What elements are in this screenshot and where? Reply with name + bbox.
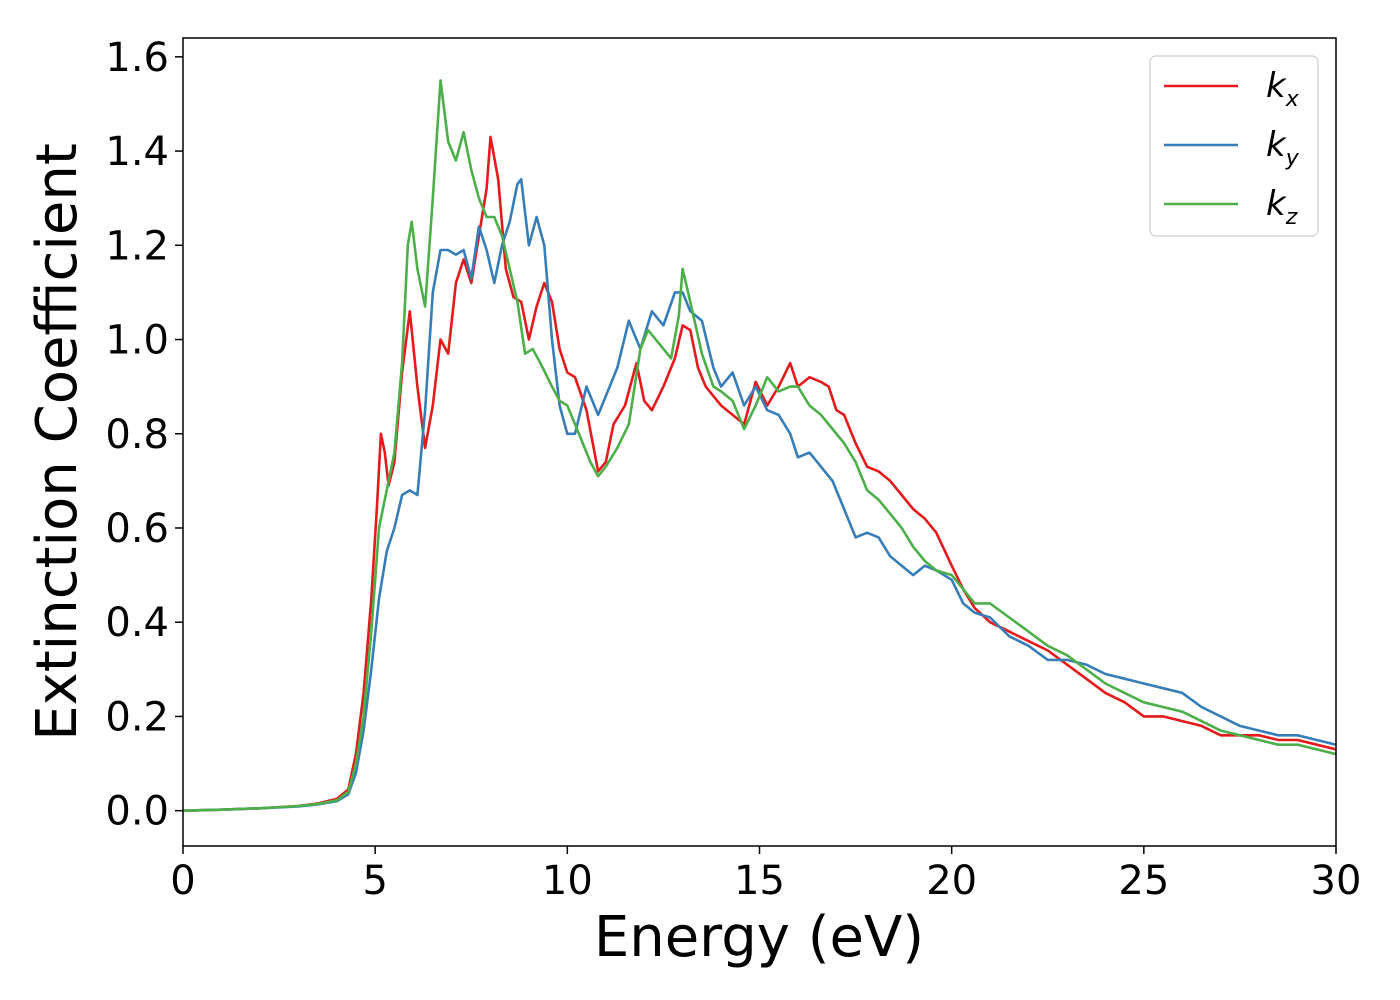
y-tick-label: 0.6 — [105, 506, 169, 552]
series-layer — [182, 79, 1337, 812]
y-tick-label: 0.8 — [105, 412, 169, 458]
x-tick-label: 30 — [1311, 858, 1362, 904]
y-tick-label: 1.0 — [105, 318, 169, 364]
x-axis-title: Energy (eV) — [594, 905, 924, 970]
legend-label-z: kz — [1266, 184, 1298, 230]
x-tick-label: 0 — [170, 858, 195, 904]
y-axis-ticks: 0.0 0.2 0.4 0.6 0.8 1.0 1.2 1.4 1.6 — [105, 35, 183, 835]
series-line-z — [182, 79, 1337, 812]
x-tick-label: 5 — [362, 858, 387, 904]
legend-label-y: ky — [1266, 125, 1300, 171]
legend: kx ky kz — [1149, 55, 1319, 237]
x-axis-ticks: 0 5 10 15 20 25 30 — [170, 846, 1361, 904]
y-axis-title: Extinction Coefficient — [25, 143, 90, 741]
x-tick-label: 10 — [542, 858, 593, 904]
series-line-y — [182, 178, 1337, 812]
y-tick-label: 0.2 — [105, 694, 169, 740]
x-tick-label: 15 — [734, 858, 785, 904]
y-tick-label: 0.0 — [105, 789, 169, 835]
x-tick-label: 20 — [926, 858, 977, 904]
y-tick-label: 1.2 — [105, 223, 169, 269]
series-line-x — [182, 135, 1337, 812]
y-tick-label: 0.4 — [105, 600, 169, 646]
x-tick-label: 25 — [1118, 858, 1169, 904]
y-tick-label: 1.4 — [105, 129, 169, 175]
legend-items: kx ky kz — [1164, 66, 1300, 230]
legend-label-x: kx — [1266, 66, 1300, 112]
y-tick-label: 1.6 — [105, 35, 169, 81]
